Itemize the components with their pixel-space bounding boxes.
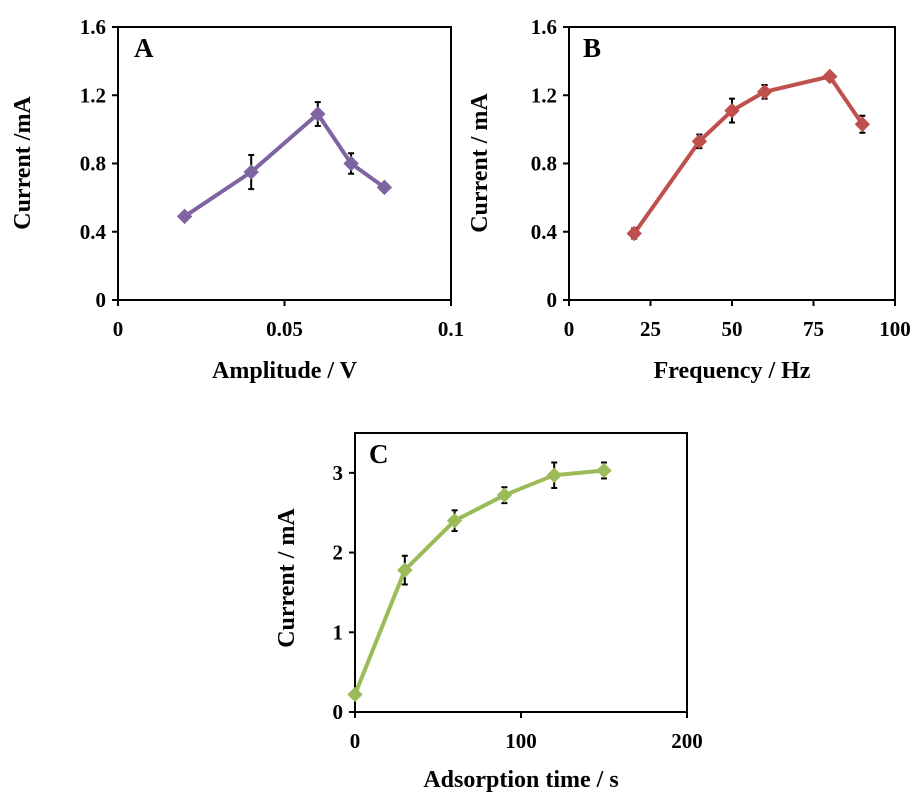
data-point <box>243 164 259 180</box>
y-tick-label: 1.2 <box>531 83 557 107</box>
x-tick-label: 50 <box>722 317 743 341</box>
data-point <box>546 467 562 483</box>
panel-a: 0 0.4 0.8 1.2 1.6 0 0.05 0.1 Amplitude / V Curren… <box>10 15 464 384</box>
data-point <box>310 106 326 122</box>
series-line <box>353 468 605 696</box>
x-tick-label: 0 <box>113 317 124 341</box>
data-point <box>724 102 740 119</box>
y-tick-label: 1.6 <box>531 15 557 39</box>
x-tick-label: 0 <box>350 729 361 753</box>
data-point <box>496 487 513 503</box>
plot-frame <box>568 26 896 301</box>
data-point <box>397 562 413 578</box>
data-point <box>343 155 359 172</box>
x-tick-label: 200 <box>671 729 703 753</box>
y-axis-title: Current / mA <box>274 508 300 648</box>
x-axis-title: Frequency / Hz <box>654 358 811 384</box>
y-tick-label: 2 <box>333 541 344 565</box>
x-tick-label: 100 <box>879 317 911 341</box>
y-axis-title: Current /mA <box>10 96 36 230</box>
panel-c: 0 1 2 3 0 100 200 Adsorption time / s Current / … <box>274 432 703 793</box>
plot-frame <box>117 26 452 301</box>
x-tick-label: 0.1 <box>438 317 464 341</box>
y-tick-label: 0.4 <box>531 220 558 244</box>
data-point <box>822 68 838 85</box>
panel-letter: B <box>583 33 601 63</box>
x-tick-label: 100 <box>505 729 537 753</box>
x-tick-label: 0.05 <box>266 317 303 341</box>
y-tick-label: 0.8 <box>531 152 557 176</box>
data-point <box>626 225 642 242</box>
panel-b: 0 0.4 0.8 1.2 1.6 0 25 50 75 100 Frequency / Hz Cur… <box>467 15 911 384</box>
y-tick-label: 0.8 <box>80 152 106 176</box>
data-point <box>854 116 871 132</box>
y-tick-label: 0 <box>333 700 344 724</box>
data-point <box>446 512 463 529</box>
data-point <box>347 686 363 703</box>
data-point <box>756 84 773 100</box>
y-axis-title: Current / mA <box>467 93 493 233</box>
panel-letter: A <box>134 33 154 63</box>
y-tick-label: 1 <box>333 620 344 644</box>
x-tick-label: 25 <box>640 317 661 341</box>
y-tick-label: 3 <box>333 461 344 485</box>
data-point <box>376 179 393 196</box>
y-tick-label: 0 <box>96 288 107 312</box>
data-point <box>596 462 612 479</box>
y-tick-label: 1.2 <box>80 83 106 107</box>
x-tick-label: 75 <box>803 317 824 341</box>
data-point <box>176 208 193 225</box>
y-tick-label: 0.4 <box>80 220 107 244</box>
panel-letter: C <box>369 439 389 469</box>
x-tick-label: 0 <box>564 317 575 341</box>
y-tick-label: 0 <box>547 288 558 312</box>
x-axis-title: Adsorption time / s <box>423 767 618 793</box>
y-tick-label: 1.6 <box>80 15 106 39</box>
x-axis-title: Amplitude / V <box>212 358 358 384</box>
data-point <box>691 133 708 150</box>
series-line <box>632 74 865 235</box>
